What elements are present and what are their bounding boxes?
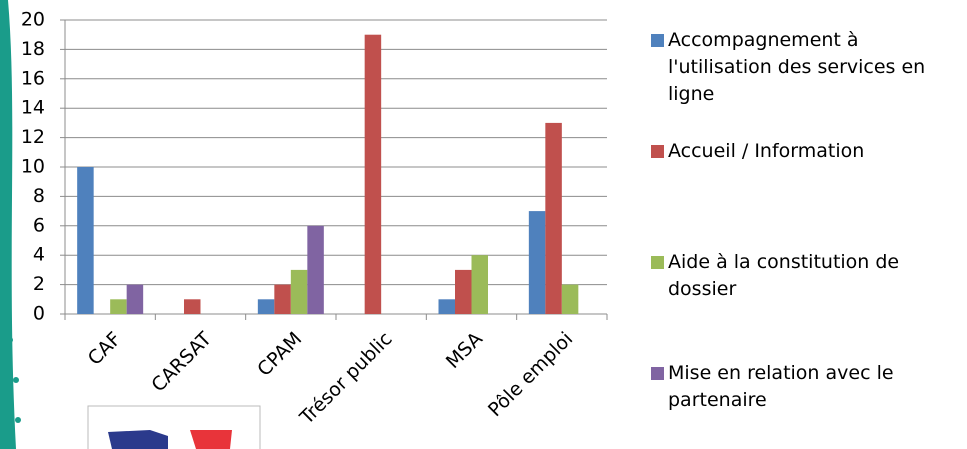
bar — [110, 299, 127, 314]
legend-item: Mise en relation avec le partenaire — [648, 360, 963, 414]
y-tick-label: 10 — [21, 156, 45, 178]
legend-swatch — [651, 145, 664, 158]
y-tick-label: 6 — [33, 214, 45, 236]
decoration-dots — [1, 17, 21, 423]
bar — [364, 34, 382, 314]
y-tick-label: 2 — [33, 273, 45, 295]
bar — [455, 269, 472, 314]
bar — [77, 167, 94, 314]
bar — [471, 255, 488, 314]
legend-label: Mise en relation avec le partenaire — [668, 362, 894, 411]
y-tick-label: 14 — [21, 97, 45, 119]
bar — [257, 299, 275, 314]
x-tick-label: Pôle emploi — [484, 328, 577, 421]
y-tick-label: 20 — [21, 9, 45, 31]
bar — [528, 211, 546, 314]
bar — [290, 269, 308, 314]
legend-swatch — [651, 34, 664, 47]
legend-item: Aide à la constitution de dossier — [648, 249, 963, 303]
legend-label: Aide à la constitution de dossier — [668, 251, 900, 300]
x-tick-label: MSA — [442, 328, 487, 373]
bar — [184, 299, 201, 314]
legend-item: Accompagnement à l'utilisation des servi… — [648, 27, 963, 108]
bar — [274, 284, 291, 314]
x-tick-label: CPAM — [253, 328, 306, 381]
y-tick-label: 16 — [21, 67, 45, 89]
y-tick-label: 12 — [21, 126, 45, 148]
logo-red — [190, 430, 232, 449]
logo-blue — [108, 430, 168, 449]
y-tick-label: 4 — [33, 244, 45, 266]
bar — [438, 299, 455, 314]
x-tick-label: Trésor public — [295, 328, 396, 429]
bar — [126, 284, 144, 314]
y-tick-label: 8 — [33, 185, 45, 207]
decoration — [0, 0, 16, 449]
legend-label: Accompagnement à l'utilisation des servi… — [668, 29, 926, 105]
y-tick-label: 0 — [33, 303, 45, 325]
legend-item: Accueil / Information — [648, 138, 963, 165]
legend-label: Accueil / Information — [668, 140, 865, 162]
x-tick-label: CAF — [84, 328, 126, 370]
bar — [307, 225, 324, 314]
bar — [545, 122, 562, 315]
legend-swatch — [651, 256, 664, 269]
y-tick-label: 18 — [21, 38, 45, 60]
bar — [561, 284, 579, 314]
legend-swatch — [651, 367, 664, 380]
x-tick-label: CARSAT — [147, 328, 216, 397]
